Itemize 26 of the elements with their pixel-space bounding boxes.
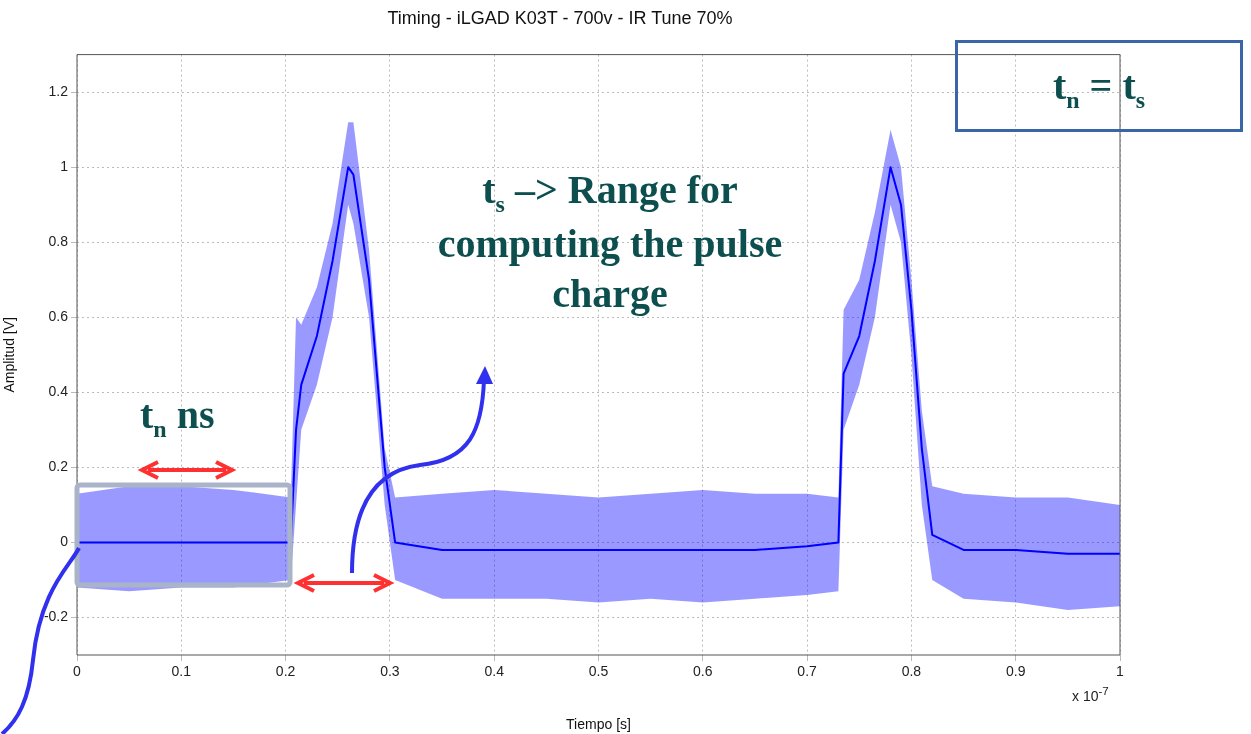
y-tick-label: 0.8 xyxy=(48,233,69,250)
x-axis-title: Tiempo [s] xyxy=(566,716,631,733)
y-axis-title: Amplitud [V] xyxy=(1,317,18,393)
x-tick-label: 0.3 xyxy=(380,663,400,680)
y-tick-label: -0.2 xyxy=(43,608,69,625)
annotation: t$_{n}$ = t$_{s}$ xyxy=(955,40,1243,132)
chart-title: Timing - iLGAD K03T - 700v - IR Tune 70% xyxy=(387,7,733,28)
x-tick-label: 1 xyxy=(1116,663,1125,680)
y-tick-label: 0.2 xyxy=(48,458,69,475)
x-tick-label: 0.7 xyxy=(797,663,818,680)
y-tick-label: 0.4 xyxy=(48,383,69,400)
y-tick-label: 0.6 xyxy=(48,308,69,325)
annotation: t$_{n}$ ns xyxy=(140,391,216,444)
x-tick-label: 0.1 xyxy=(171,663,192,680)
y-tick-label: 0 xyxy=(60,533,69,550)
x-tick-label: 0.6 xyxy=(693,663,713,680)
annotation: t$_{s}$ –> Range for computing the pulse charge xyxy=(436,166,784,318)
y-tick-label: 1 xyxy=(60,158,69,175)
x-tick-label: 0.5 xyxy=(588,663,609,680)
text: x 10$^{-7}$ xyxy=(1072,684,1109,706)
x-tick-label: 0.2 xyxy=(275,663,296,680)
x-tick-label: 0.9 xyxy=(1005,663,1026,680)
x-tick-label: 0.4 xyxy=(484,663,505,680)
x-tick-label: 0 xyxy=(73,663,82,680)
y-tick-label: 1.2 xyxy=(48,82,69,99)
x-tick-label: 0.8 xyxy=(901,663,922,680)
